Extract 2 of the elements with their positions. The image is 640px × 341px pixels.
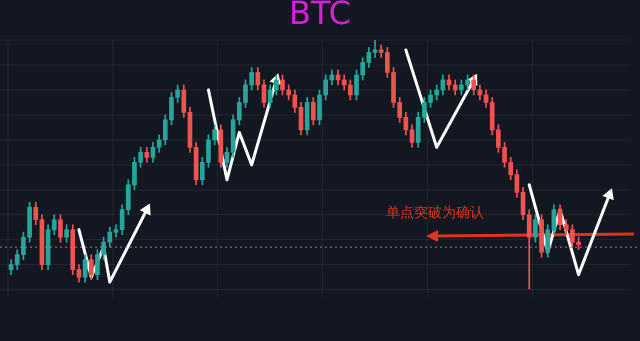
chart-title: BTC — [288, 0, 352, 32]
annotation: 单点突破为确认 — [386, 204, 484, 222]
